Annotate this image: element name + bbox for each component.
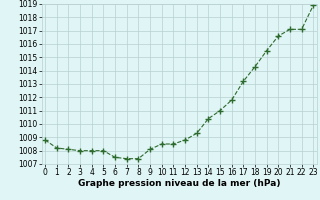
X-axis label: Graphe pression niveau de la mer (hPa): Graphe pression niveau de la mer (hPa)	[78, 179, 280, 188]
